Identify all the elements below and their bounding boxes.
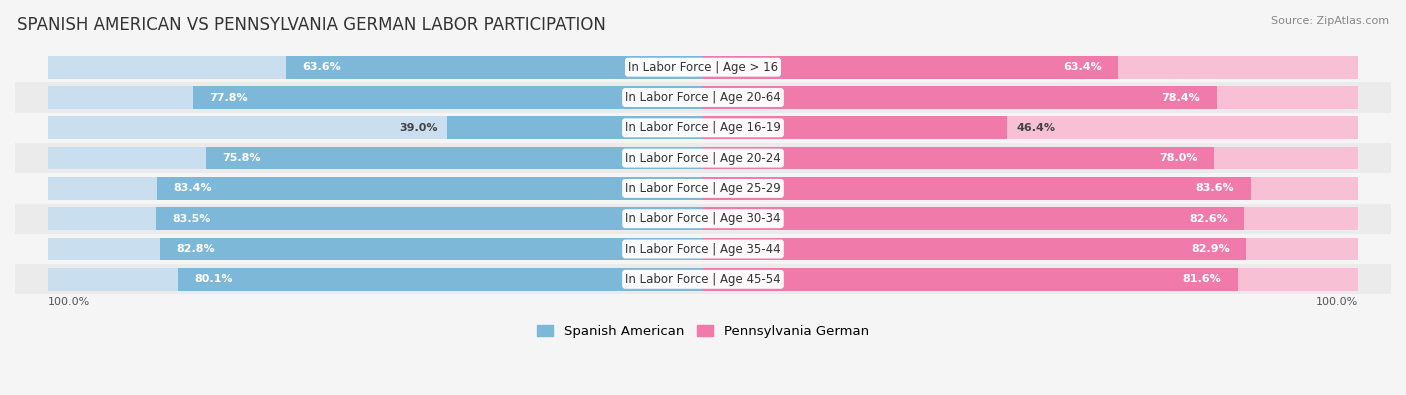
Bar xyxy=(703,268,1237,291)
Bar xyxy=(15,203,1391,234)
Bar xyxy=(15,234,1391,264)
Bar xyxy=(703,238,1246,260)
Text: 78.4%: 78.4% xyxy=(1161,92,1201,103)
Bar xyxy=(447,117,703,139)
Text: 83.4%: 83.4% xyxy=(173,183,211,194)
Text: 81.6%: 81.6% xyxy=(1182,274,1222,284)
Bar xyxy=(703,56,1358,79)
Bar xyxy=(703,86,1216,109)
Text: 82.6%: 82.6% xyxy=(1189,214,1227,224)
Bar xyxy=(48,147,703,169)
Text: In Labor Force | Age 30-34: In Labor Force | Age 30-34 xyxy=(626,212,780,225)
Text: 39.0%: 39.0% xyxy=(399,123,437,133)
Text: In Labor Force | Age 20-64: In Labor Force | Age 20-64 xyxy=(626,91,780,104)
Bar xyxy=(703,86,1358,109)
Text: 100.0%: 100.0% xyxy=(1316,297,1358,307)
Text: In Labor Force | Age 16-19: In Labor Force | Age 16-19 xyxy=(626,121,780,134)
Bar xyxy=(703,177,1358,200)
Text: 80.1%: 80.1% xyxy=(194,274,233,284)
Text: In Labor Force | Age 35-44: In Labor Force | Age 35-44 xyxy=(626,243,780,256)
Bar xyxy=(15,264,1391,294)
Text: In Labor Force | Age 20-24: In Labor Force | Age 20-24 xyxy=(626,152,780,165)
Bar xyxy=(156,207,703,230)
Bar xyxy=(287,56,703,79)
Bar xyxy=(703,147,1358,169)
Bar xyxy=(48,177,703,200)
Text: 83.5%: 83.5% xyxy=(173,214,211,224)
Bar xyxy=(703,207,1358,230)
Bar xyxy=(156,177,703,200)
Bar xyxy=(703,268,1358,291)
Bar xyxy=(48,207,703,230)
Bar xyxy=(15,113,1391,143)
Text: 63.4%: 63.4% xyxy=(1063,62,1102,72)
Text: In Labor Force | Age 25-29: In Labor Force | Age 25-29 xyxy=(626,182,780,195)
Text: Source: ZipAtlas.com: Source: ZipAtlas.com xyxy=(1271,16,1389,26)
Text: 77.8%: 77.8% xyxy=(209,92,249,103)
Bar xyxy=(15,83,1391,113)
Text: 83.6%: 83.6% xyxy=(1195,183,1234,194)
Bar xyxy=(48,117,703,139)
Text: 82.9%: 82.9% xyxy=(1191,244,1230,254)
Text: In Labor Force | Age > 16: In Labor Force | Age > 16 xyxy=(628,61,778,74)
Text: 63.6%: 63.6% xyxy=(302,62,342,72)
Bar xyxy=(48,268,703,291)
Text: 75.8%: 75.8% xyxy=(222,153,262,163)
Bar xyxy=(48,238,703,260)
Text: SPANISH AMERICAN VS PENNSYLVANIA GERMAN LABOR PARTICIPATION: SPANISH AMERICAN VS PENNSYLVANIA GERMAN … xyxy=(17,16,606,34)
Bar xyxy=(703,238,1358,260)
Text: 82.8%: 82.8% xyxy=(177,244,215,254)
Text: 46.4%: 46.4% xyxy=(1017,123,1056,133)
Bar xyxy=(703,56,1118,79)
Bar xyxy=(703,147,1215,169)
Text: In Labor Force | Age 45-54: In Labor Force | Age 45-54 xyxy=(626,273,780,286)
Text: 100.0%: 100.0% xyxy=(48,297,90,307)
Bar xyxy=(179,268,703,291)
Bar xyxy=(15,173,1391,203)
Bar xyxy=(703,207,1244,230)
Bar xyxy=(207,147,703,169)
Bar xyxy=(15,143,1391,173)
Text: 78.0%: 78.0% xyxy=(1159,153,1198,163)
Bar xyxy=(703,117,1007,139)
Legend: Spanish American, Pennsylvania German: Spanish American, Pennsylvania German xyxy=(531,320,875,343)
Bar xyxy=(193,86,703,109)
Bar xyxy=(703,177,1251,200)
Bar xyxy=(15,52,1391,83)
Bar xyxy=(160,238,703,260)
Bar xyxy=(48,86,703,109)
Bar xyxy=(703,117,1358,139)
Bar xyxy=(48,56,703,79)
